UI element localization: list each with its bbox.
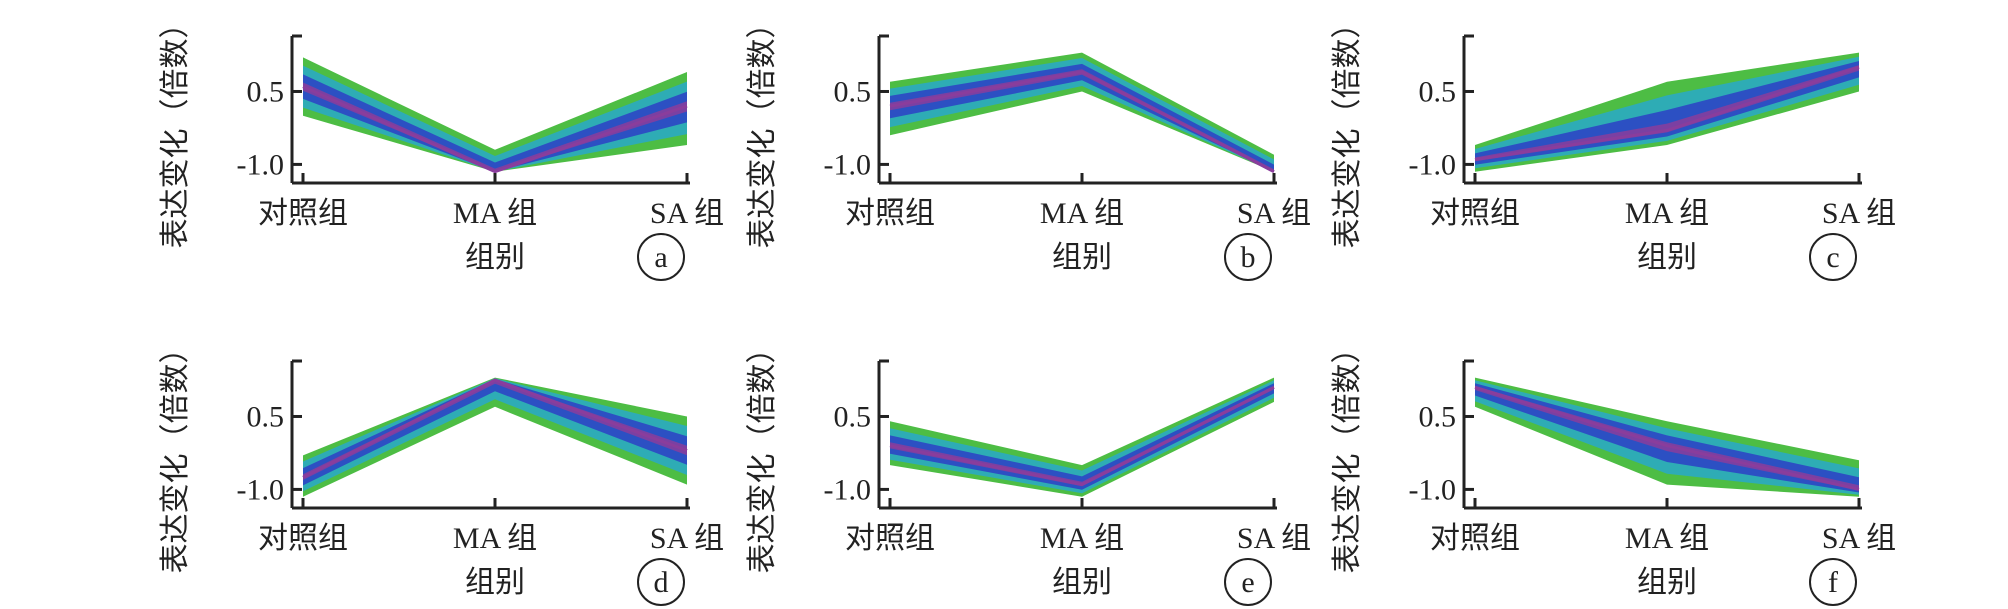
panel-label: d [654, 566, 669, 599]
x-tick-label: 对照组 [258, 522, 348, 555]
x-tick-label: 对照组 [845, 522, 935, 555]
panel-label: a [654, 241, 667, 274]
chart-panel-c: 0.5 -1.0 对照组 MA 组 SA 组组别 表达变化（倍数） c [1331, 9, 1896, 281]
x-tick-label: SA 组 [650, 522, 724, 555]
series-center-line [1474, 385, 1860, 491]
x-axis-title: 组别 [465, 241, 525, 274]
band-inner-area [1475, 61, 1859, 165]
y-tick-label: -1.0 [237, 473, 285, 506]
x-tick-label: SA 组 [1237, 522, 1311, 555]
x-tick-label: MA 组 [1625, 197, 1709, 230]
x-tick-label: 对照组 [258, 197, 348, 230]
series-center-line [302, 85, 688, 174]
chart-panel-e: 0.5 -1.0 对照组 MA 组 SA 组组别 表达变化（倍数） e [746, 334, 1311, 606]
panel-label: c [1826, 241, 1839, 274]
x-tick-label: MA 组 [1040, 522, 1124, 555]
panel-label-circle [1809, 558, 1857, 606]
chart-panel-d: 0.5 -1.0 对照组 MA 组 SA 组组别 表达变化（倍数） d [159, 334, 724, 606]
panel-label: f [1828, 566, 1838, 599]
y-tick-label: 0.5 [834, 75, 872, 108]
y-tick-label: -1.0 [824, 148, 872, 181]
x-axis-title: 组别 [465, 566, 525, 599]
x-tick-label: 对照组 [845, 197, 935, 230]
y-axis-title: 表达变化（倍数） [159, 9, 192, 249]
y-tick-label: 0.5 [834, 400, 872, 433]
y-tick-label: -1.0 [1409, 148, 1457, 181]
y-tick-label: 0.5 [1419, 400, 1457, 433]
x-axis-title: 组别 [1637, 566, 1697, 599]
y-tick-label: 0.5 [247, 400, 285, 433]
chart-panel-b: 0.5 -1.0 对照组 MA 组 SA 组组别 表达变化（倍数） b [746, 9, 1311, 281]
band-core-area [1475, 65, 1859, 162]
x-tick-label: MA 组 [1040, 197, 1124, 230]
panel-label-circle [637, 233, 685, 281]
chart-panel-a: 0.5 -1.0 对照组 MA 组 SA 组组别 表达变化（倍数） a [159, 9, 724, 281]
y-axis-title: 表达变化（倍数） [746, 9, 779, 249]
series-center-line [1474, 65, 1860, 162]
series-center-line [889, 385, 1275, 487]
panel-label-circle [1224, 233, 1272, 281]
panel-label: b [1241, 241, 1256, 274]
x-tick-label: MA 组 [1625, 522, 1709, 555]
x-tick-label: SA 组 [1822, 197, 1896, 230]
band-core-area [1475, 385, 1859, 491]
x-tick-label: SA 组 [1237, 197, 1311, 230]
y-tick-label: -1.0 [1409, 473, 1457, 506]
y-tick-label: 0.5 [247, 75, 285, 108]
x-tick-label: MA 组 [453, 197, 537, 230]
y-axis-title: 表达变化（倍数） [746, 334, 779, 574]
y-tick-label: -1.0 [824, 473, 872, 506]
band-mid-area [303, 378, 687, 492]
y-tick-label: 0.5 [1419, 75, 1457, 108]
y-tick-label: -1.0 [237, 148, 285, 181]
series-center-line [889, 70, 1275, 174]
x-axis-title: 组别 [1052, 566, 1112, 599]
band-inner-area [303, 379, 687, 486]
x-tick-label: 对照组 [1430, 522, 1520, 555]
panel-label-circle [1809, 233, 1857, 281]
y-axis-title: 表达变化（倍数） [1331, 9, 1364, 249]
x-axis-title: 组别 [1637, 241, 1697, 274]
panel-label-circle [637, 558, 685, 606]
x-tick-label: SA 组 [650, 197, 724, 230]
x-tick-label: SA 组 [1822, 522, 1896, 555]
x-axis-title: 组别 [1052, 241, 1112, 274]
series-center-line [302, 378, 688, 479]
panel-label-circle [1224, 558, 1272, 606]
chart-panel-f: 0.5 -1.0 对照组 MA 组 SA 组组别 表达变化（倍数） f [1331, 334, 1896, 606]
panel-label: e [1241, 566, 1254, 599]
y-axis-title: 表达变化（倍数） [1331, 334, 1364, 574]
x-tick-label: 对照组 [1430, 197, 1520, 230]
y-axis-title: 表达变化（倍数） [159, 334, 192, 574]
x-tick-label: MA 组 [453, 522, 537, 555]
